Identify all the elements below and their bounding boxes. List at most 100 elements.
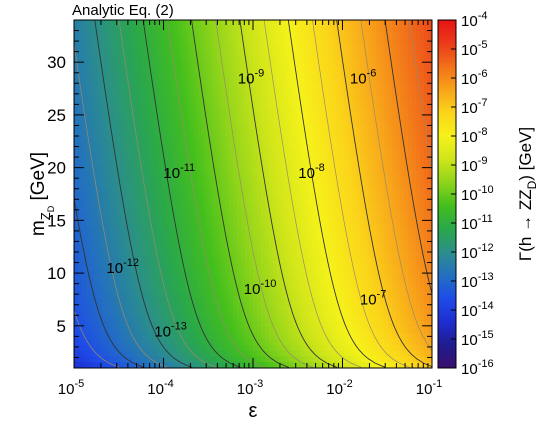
heatmap-cell (264, 223, 270, 230)
heatmap-cell (145, 141, 151, 149)
heatmap-cell (320, 31, 326, 38)
heatmap-cell (137, 176, 143, 183)
heatmap-cell (197, 176, 202, 183)
heatmap-cell (372, 95, 377, 102)
heatmap-cell (260, 228, 266, 236)
heatmap-cell (225, 298, 230, 305)
heatmap-cell (153, 43, 159, 50)
heatmap-cell (392, 25, 397, 33)
heatmap-cell (81, 43, 87, 50)
heatmap-cell (348, 43, 354, 50)
heatmap-cell (368, 333, 373, 340)
heatmap-cell (133, 199, 139, 207)
heatmap-cell (117, 281, 123, 288)
heatmap-cell (125, 136, 131, 143)
heatmap-cell (424, 315, 429, 323)
heatmap-cell (241, 321, 246, 328)
heatmap-cell (133, 286, 139, 294)
heatmap-cell (384, 205, 389, 212)
heatmap-cell (237, 130, 242, 137)
heatmap-cell (332, 315, 338, 323)
heatmap-cell (384, 118, 389, 125)
heatmap-cell (428, 228, 432, 236)
heatmap-cell (380, 54, 385, 62)
heatmap-cell (316, 147, 322, 154)
heatmap-cell (237, 321, 242, 328)
heatmap-cell (117, 286, 123, 294)
heatmap-cell (308, 89, 314, 96)
heatmap-cell (336, 101, 342, 108)
heatmap-cell (201, 176, 206, 183)
heatmap-cell (332, 25, 338, 33)
heatmap-cell (233, 124, 238, 131)
heatmap-cell (372, 54, 377, 62)
heatmap-cell (400, 124, 405, 131)
heatmap-cell (420, 49, 425, 56)
heatmap-cell (352, 310, 358, 317)
heatmap-cell (320, 223, 326, 230)
heatmap-cell (308, 83, 314, 91)
heatmap-cell (81, 269, 87, 276)
heatmap-cell (193, 240, 198, 247)
heatmap-cell (233, 252, 238, 259)
heatmap-cell (256, 83, 262, 91)
heatmap-cell (376, 170, 381, 178)
heatmap-cell (320, 333, 326, 340)
heatmap-cell (241, 107, 246, 114)
heatmap-cell (117, 89, 123, 96)
heatmap-cell (400, 304, 405, 311)
heatmap-cell (201, 315, 206, 323)
heatmap-cell (308, 228, 314, 236)
heatmap-cell (384, 310, 389, 317)
heatmap-cell (137, 25, 143, 33)
heatmap-cell (364, 37, 369, 44)
heatmap-cell (241, 20, 246, 27)
heatmap-cell (384, 298, 389, 305)
heatmap-cell (205, 176, 210, 183)
heatmap-cell (245, 78, 250, 85)
heatmap-cell (229, 78, 234, 85)
heatmap-cell (81, 298, 87, 305)
heatmap-cell (149, 147, 155, 154)
heatmap-cell (221, 49, 226, 56)
heatmap-cell (284, 199, 290, 207)
heatmap-cell (392, 205, 397, 212)
heatmap-cell (284, 101, 290, 108)
heatmap-cell (221, 118, 226, 125)
heatmap-cell (165, 188, 171, 195)
heatmap-cell (125, 246, 131, 253)
heatmap-cell (296, 165, 302, 172)
heatmap-cell (260, 118, 266, 125)
heatmap-cell (141, 141, 147, 149)
heatmap-cell (121, 49, 127, 56)
heatmap-cell (157, 25, 163, 33)
heatmap-cell (129, 298, 135, 305)
heatmap-cell (352, 25, 358, 33)
heatmap-cell (364, 66, 369, 73)
heatmap-cell (344, 176, 350, 183)
heatmap-cell (348, 136, 354, 143)
heatmap-cell (408, 165, 413, 172)
heatmap-cell (97, 95, 103, 102)
heatmap-cell (384, 136, 389, 143)
heatmap-cell (380, 223, 385, 230)
heatmap-cell (105, 205, 111, 212)
heatmap-cell (296, 25, 302, 33)
heatmap-cell (292, 130, 298, 137)
heatmap-cell (121, 112, 127, 120)
heatmap-cell (173, 66, 179, 73)
heatmap-cell (368, 60, 373, 67)
heatmap-cell (344, 257, 350, 265)
heatmap-cell (284, 112, 290, 120)
heatmap-cell (89, 153, 95, 160)
heatmap-cell (288, 112, 294, 120)
heatmap-cell (256, 54, 262, 62)
heatmap-cell (348, 223, 354, 230)
heatmap-cell (364, 153, 369, 160)
heatmap-cell (336, 118, 342, 125)
heatmap-cell (197, 89, 202, 96)
heatmap-cell (85, 66, 91, 73)
heatmap-cell (284, 327, 290, 334)
heatmap-cell (280, 66, 286, 73)
heatmap-cell (412, 211, 417, 218)
